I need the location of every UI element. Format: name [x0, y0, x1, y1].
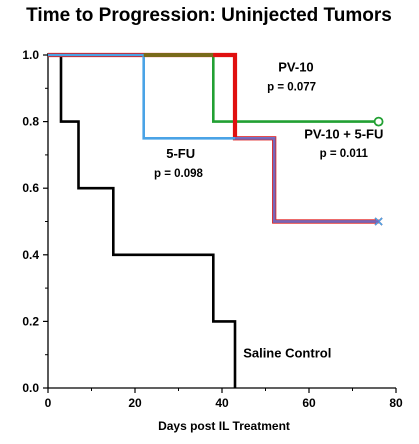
- x-tick-label: 20: [128, 396, 142, 410]
- annotation-saline_label: Saline Control: [243, 345, 331, 360]
- axes: 0 20 40 60 80 0.0 0.2 0.4 0.6 0.8 1.0: [22, 48, 403, 410]
- x-tick-label: 40: [215, 396, 229, 410]
- x-tick-label: 60: [302, 396, 316, 410]
- y-tick-label: 0.8: [22, 115, 39, 129]
- x-axis-label: Days post IL Treatment: [158, 419, 290, 433]
- annotation-combo_p: p = 0.011: [320, 148, 369, 160]
- y-tick-label: 1.0: [22, 48, 39, 62]
- annotation-fu5_label: 5-FU: [166, 146, 195, 161]
- x-tick-label: 80: [389, 396, 403, 410]
- series-layer: [48, 52, 384, 388]
- series-line-pv10: [48, 53, 379, 123]
- chart-title: Time to Progression: Uninjected Tumors: [26, 5, 392, 26]
- y-tick-label: 0.2: [22, 314, 39, 328]
- annotation-fu5_p: p = 0.098: [154, 168, 204, 180]
- end-marker-pv10: [373, 116, 384, 127]
- y-tick-label: 0.6: [22, 181, 39, 195]
- series-line-saline: [48, 53, 237, 388]
- annotation-combo_label: PV-10 + 5-FU: [304, 126, 383, 141]
- annotation-pv10_label: PV-10: [278, 60, 313, 75]
- x-tick-label: 0: [45, 396, 52, 410]
- annotation-pv10_p: p = 0.077: [267, 82, 316, 94]
- annotation-layer: PV-10 p = 0.077 PV-10 + 5-FU p = 0.011 5-FU p…: [154, 60, 383, 361]
- y-tick-label: 0.0: [22, 381, 39, 395]
- y-tick-label: 0.4: [22, 248, 39, 262]
- series-line-overlap_purple: [235, 137, 379, 223]
